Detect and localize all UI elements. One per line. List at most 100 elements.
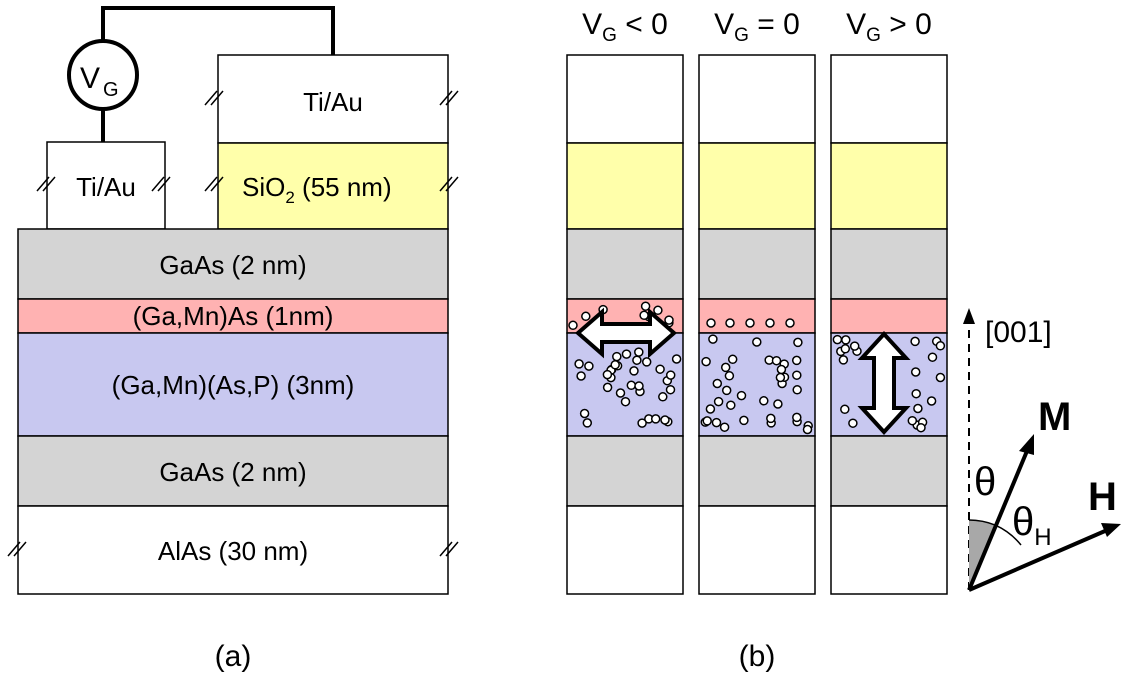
direction-arrowhead-icon bbox=[963, 308, 975, 324]
hole-dot bbox=[568, 320, 578, 331]
hole-dot bbox=[612, 351, 622, 362]
hole-dot bbox=[602, 369, 613, 380]
hole-dot bbox=[634, 381, 644, 391]
hole-dot bbox=[793, 337, 803, 348]
source-contact bbox=[46, 141, 166, 230]
field-vector bbox=[968, 529, 1106, 592]
hole-dot bbox=[632, 355, 642, 365]
hole-dot bbox=[629, 366, 639, 376]
hole-dot bbox=[653, 305, 663, 316]
oxide-label: SiO2 (55 nm) bbox=[242, 172, 392, 207]
gate-contact-label: Ti/Au bbox=[303, 87, 363, 117]
out-of-plane-arrow-icon bbox=[857, 331, 911, 435]
gaas-bottom-layer bbox=[17, 435, 449, 507]
hole-dot bbox=[910, 367, 921, 377]
hole-dot bbox=[650, 414, 661, 424]
hole-dot bbox=[665, 370, 676, 380]
source-contact-label: Ti/Au bbox=[76, 172, 136, 202]
panel-a: V G Ti/Au SiO2 (55 nm) Ti/Au GaAs (2 nm)… bbox=[7, 6, 459, 673]
hole-dot bbox=[615, 388, 626, 398]
hole-dot bbox=[620, 396, 631, 407]
hole-dot bbox=[935, 341, 946, 351]
hole-dot bbox=[911, 388, 921, 399]
hole-dot bbox=[640, 301, 651, 311]
gaas-top-label: GaAs (2 nm) bbox=[159, 250, 306, 280]
hole-dot bbox=[574, 359, 584, 369]
gate-contact bbox=[217, 54, 449, 144]
hole-dot bbox=[935, 372, 946, 383]
hole-dot bbox=[637, 418, 647, 428]
hole-dot bbox=[725, 318, 735, 328]
panel-b: VG < 0 VG = 0 VG > 0 bbox=[566, 8, 1121, 673]
hole-dot bbox=[626, 380, 637, 391]
hole-dot bbox=[765, 318, 775, 328]
hole-dot bbox=[776, 364, 787, 375]
hole-dot bbox=[602, 382, 613, 393]
voltage-source-icon bbox=[67, 39, 139, 111]
hole-dot bbox=[792, 370, 802, 380]
hole-carriers bbox=[568, 301, 946, 435]
hole-dot bbox=[848, 418, 858, 428]
alas-layer bbox=[17, 505, 449, 595]
hole-dot bbox=[841, 335, 851, 345]
hole-dot bbox=[910, 336, 920, 347]
column-negative bbox=[566, 54, 684, 595]
hole-dot bbox=[701, 356, 711, 367]
alas-label: AlAs (30 nm) bbox=[158, 536, 308, 566]
break-marks bbox=[7, 90, 459, 557]
hole-dot bbox=[702, 416, 712, 426]
hole-dot bbox=[927, 352, 938, 362]
field-label: H bbox=[1088, 475, 1117, 519]
hole-dot bbox=[916, 422, 926, 433]
column-header-negative: VG < 0 bbox=[582, 8, 668, 46]
hole-dot bbox=[610, 360, 620, 370]
theta-h-label: θH bbox=[1012, 500, 1052, 551]
hole-dot bbox=[660, 415, 670, 425]
hole-dot bbox=[840, 344, 851, 354]
hole-dot bbox=[584, 361, 594, 371]
hole-dot bbox=[832, 334, 843, 345]
gaas-top-layer bbox=[17, 228, 449, 300]
hole-dot bbox=[802, 424, 813, 435]
hole-dot bbox=[639, 310, 649, 321]
hole-dot bbox=[621, 349, 632, 359]
hole-dot bbox=[671, 354, 682, 364]
hole-dot bbox=[773, 399, 783, 409]
hole-dot bbox=[634, 347, 644, 357]
caption-a: (a) bbox=[215, 640, 252, 673]
hole-dot bbox=[775, 372, 786, 383]
hole-dot bbox=[736, 390, 747, 401]
magnetization-vector bbox=[967, 450, 1029, 591]
hole-dot bbox=[926, 396, 937, 406]
hole-dot bbox=[664, 315, 674, 325]
magnetization-label: M bbox=[1038, 395, 1071, 439]
gamnasp-layer bbox=[17, 332, 449, 437]
hole-dot bbox=[840, 404, 850, 415]
hole-dot bbox=[745, 318, 755, 328]
voltage-subscript: G bbox=[103, 79, 119, 101]
in-plane-arrow-icon bbox=[574, 307, 678, 359]
hole-dot bbox=[724, 371, 735, 381]
hole-dot bbox=[792, 385, 802, 395]
direction-label: [001] bbox=[985, 316, 1052, 349]
hole-dot bbox=[791, 355, 802, 366]
gamnasp-label: (Ga,Mn)(As,P) (3nm) bbox=[112, 370, 355, 400]
hole-dot bbox=[727, 354, 738, 365]
hole-dot bbox=[641, 357, 652, 367]
hole-dot bbox=[849, 341, 860, 351]
gamnas-layer bbox=[17, 298, 449, 334]
hole-dot bbox=[726, 400, 736, 410]
voltage-symbol: V bbox=[80, 62, 100, 95]
magnetization-arrowhead-icon bbox=[1019, 434, 1034, 455]
theta-label: θ bbox=[974, 460, 996, 504]
hole-dot bbox=[838, 355, 849, 365]
column-header-zero: VG = 0 bbox=[714, 8, 800, 46]
caption-b: (b) bbox=[739, 640, 776, 673]
hole-dot bbox=[713, 396, 724, 407]
hole-dot bbox=[771, 355, 782, 366]
hole-dot bbox=[785, 318, 795, 328]
hole-dot bbox=[576, 371, 586, 381]
hole-dot bbox=[759, 396, 769, 406]
hole-dot bbox=[655, 364, 665, 374]
